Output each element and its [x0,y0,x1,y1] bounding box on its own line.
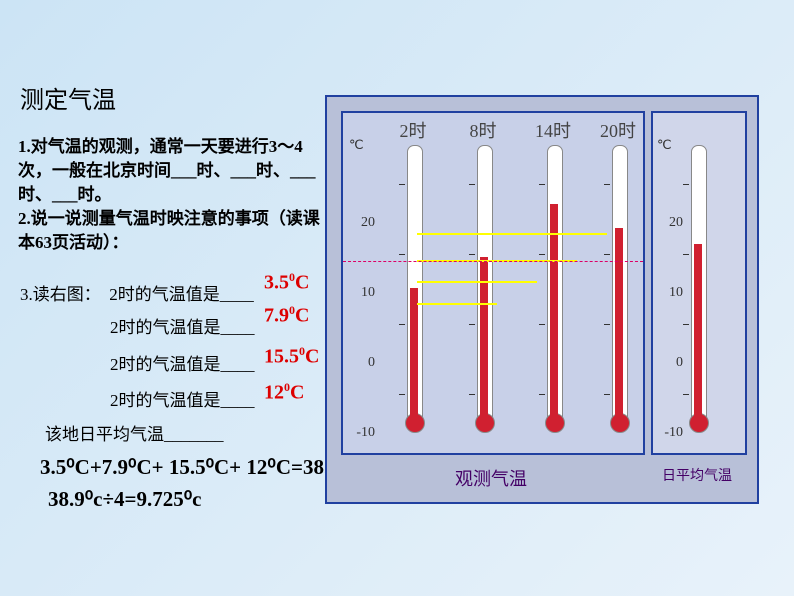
ytick: 20 [345,215,375,231]
reading-value-1: 3.50C [264,270,309,295]
q2: 2.说一说测量气温时映注意的事项（读课本63页活动）： [18,209,320,252]
thermometer [543,143,565,433]
reading-label-2: 2时的气温值是____ [110,313,255,338]
ytick: -10 [653,425,683,441]
ytick: 10 [345,285,375,301]
calc-line-1: 3.5⁰C+7.9⁰C+ 15.5⁰C+ 12⁰C=38.9⁰C [40,455,363,480]
ytick: 20 [653,215,683,231]
thermometer [403,143,425,433]
ytick: -10 [345,425,375,441]
thermometer [608,143,630,433]
right-panel: ℃ 20 10 0 -10 [651,111,747,455]
reading-label-3: 2时的气温值是____ [110,350,255,375]
label-observe: 观测气温 [341,457,641,491]
highlight-line [417,233,607,235]
avg-dash-line [343,261,643,262]
unit-label-left: ℃ [349,137,364,153]
time-label: 8时 [453,117,513,143]
ytick: 0 [345,355,375,371]
page-title: 测定气温 [20,80,116,115]
thermometer [687,143,709,433]
time-label: 2时 [383,117,443,143]
q1: 1.对气温的观测，通常一天要进行3～4次，一般在北京时间___时、___时、__… [18,137,316,204]
thermometer-diagram: ℃ 20 10 0 -10 2时 8时 14时20时 ℃ 20 10 0 -10 观测气温 日平均… [325,95,759,504]
label-avg: 日平均气温 [651,457,743,485]
calc-line-2: 38.9⁰c÷4=9.725⁰c [48,487,201,512]
highlight-line [417,303,497,305]
question-block: 1.对气温的观测，通常一天要进行3～4次，一般在北京时间___时、___时、__… [18,135,328,255]
q3-lead: 3.读右图： 2时的气温值是____ [20,280,254,305]
time-label: 20时 [588,117,648,143]
unit-label-right: ℃ [657,137,672,153]
time-label: 14时 [523,117,583,143]
reading-value-2: 7.90C [264,303,309,328]
reading-label-4: 2时的气温值是____ [110,386,255,411]
left-panel: ℃ 20 10 0 -10 2时 8时 14时20时 [341,111,645,455]
ytick: 10 [653,285,683,301]
highlight-line [417,281,537,283]
reading-value-3: 15.50C [264,344,319,369]
avg-label: 该地日平均气温_______ [45,420,224,445]
ytick: 0 [653,355,683,371]
reading-value-4: 120C [264,380,304,405]
thermometer [473,143,495,433]
